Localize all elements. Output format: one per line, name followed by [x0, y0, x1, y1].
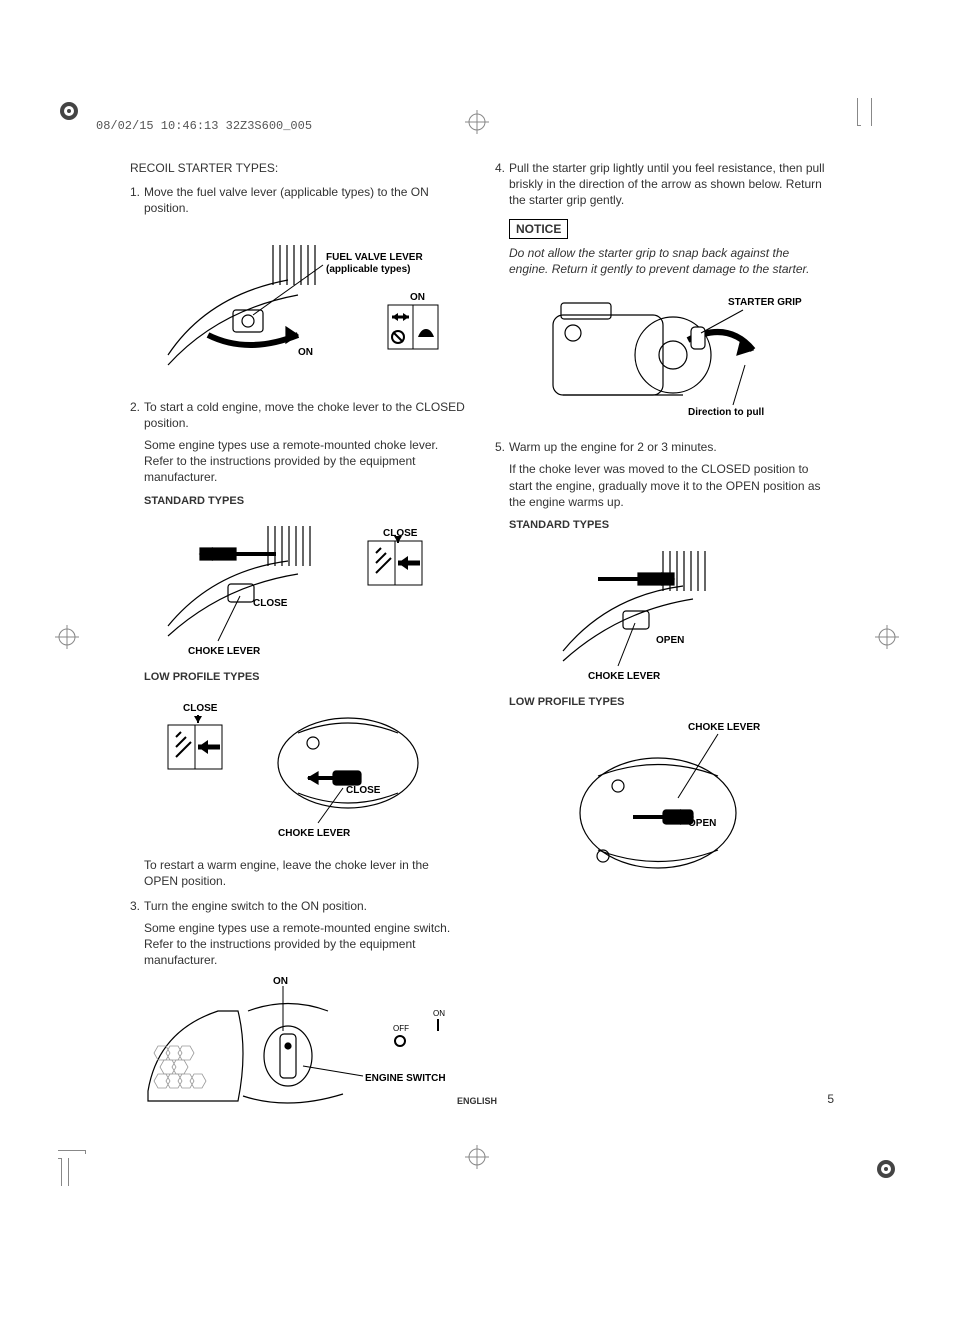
- low-profile-heading-left: LOW PROFILE TYPES: [144, 670, 465, 685]
- step-2-text: To start a cold engine, move the choke l…: [144, 399, 465, 431]
- label-close-inline-3: CLOSE: [346, 785, 381, 796]
- label-choke-lever-6: CHOKE LEVER: [588, 671, 661, 681]
- figure-lowprofile-close: CLOSE: [130, 693, 465, 843]
- label-close-top-3: CLOSE: [183, 703, 218, 714]
- step-1: 1. Move the fuel valve lever (applicable…: [130, 184, 465, 216]
- standard-types-heading-left: STANDARD TYPES: [144, 494, 465, 509]
- right-column: 4. Pull the starter grip lightly until y…: [495, 160, 830, 1130]
- label-fuel-valve: FUEL VALVE LEVER: [326, 252, 423, 263]
- step-3-note: Some engine types use a remote-mounted e…: [144, 920, 465, 969]
- label-open-6: OPEN: [656, 635, 684, 646]
- step-4-text: Pull the starter grip lightly until you …: [509, 160, 830, 209]
- label-engine-switch: ENGINE SWITCH: [365, 1073, 446, 1084]
- regmark-top-center: [465, 110, 489, 134]
- label-choke-lever-7: CHOKE LEVER: [688, 722, 761, 733]
- step-2: 2. To start a cold engine, move the chok…: [130, 399, 465, 431]
- step-2-note: Some engine types use a remote-mounted c…: [144, 437, 465, 486]
- notice-text: Do not allow the starter grip to snap ba…: [509, 245, 830, 277]
- footer-page-number: 5: [827, 1092, 834, 1106]
- step-3-num: 3.: [130, 898, 144, 914]
- step-3: 3. Turn the engine switch to the ON posi…: [130, 898, 465, 914]
- section-title-recoil: RECOIL STARTER TYPES:: [130, 160, 465, 176]
- low-profile-heading-right: LOW PROFILE TYPES: [509, 695, 830, 710]
- step-1-num: 1.: [130, 184, 144, 216]
- label-on-big: ON: [273, 976, 288, 987]
- figure-standard-open: OPEN CHOKE LEVER: [495, 541, 830, 681]
- regmark-left-mid: [55, 625, 79, 649]
- label-on-top: ON: [410, 292, 425, 303]
- label-on-small: ON: [433, 1009, 445, 1018]
- label-close-inline: CLOSE: [253, 598, 288, 609]
- figure-fuel-valve: FUEL VALVE LEVER (applicable types) ON O…: [130, 225, 465, 385]
- step-4: 4. Pull the starter grip lightly until y…: [495, 160, 830, 209]
- step-1-text: Move the fuel valve lever (applicable ty…: [144, 184, 465, 216]
- label-choke-lever-3: CHOKE LEVER: [278, 828, 351, 839]
- crop-top-right: [857, 98, 872, 131]
- regmark-right-mid: [875, 625, 899, 649]
- content-columns: RECOIL STARTER TYPES: 1. Move the fuel v…: [130, 160, 830, 1130]
- regmark-dot-br: [875, 1158, 897, 1180]
- restart-note: To restart a warm engine, leave the chok…: [144, 857, 465, 889]
- crop-bottom-left: [58, 1150, 86, 1186]
- left-column: RECOIL STARTER TYPES: 1. Move the fuel v…: [130, 160, 465, 1130]
- label-starter-grip: STARTER GRIP: [728, 297, 802, 308]
- notice-box: NOTICE: [509, 219, 568, 239]
- step-3-text: Turn the engine switch to the ON positio…: [144, 898, 465, 914]
- label-direction: Direction to pull: [688, 407, 764, 418]
- label-open-7: OPEN: [688, 818, 716, 829]
- footer-language: ENGLISH: [457, 1096, 497, 1106]
- label-off-small: OFF: [393, 1024, 409, 1033]
- step-4-num: 4.: [495, 160, 509, 209]
- page: 08/02/15 10:46:13 32Z3S600_005 RECOIL ST…: [0, 0, 954, 1336]
- figure-starter-grip: STARTER GRIP Direction to pull: [495, 285, 830, 425]
- figure-standard-close: CLOSE CHOKE LEVER CLOSE: [130, 516, 465, 656]
- label-choke-lever-2: CHOKE LEVER: [188, 646, 261, 656]
- label-applicable: (applicable types): [326, 264, 410, 275]
- step-5-text: Warm up the engine for 2 or 3 minutes.: [509, 439, 830, 455]
- standard-types-heading-right: STANDARD TYPES: [509, 518, 830, 533]
- step-2-num: 2.: [130, 399, 144, 431]
- step-5-note: If the choke lever was moved to the CLOS…: [509, 461, 830, 510]
- step-5: 5. Warm up the engine for 2 or 3 minutes…: [495, 439, 830, 455]
- label-on-bottom: ON: [298, 347, 313, 358]
- regmark-bottom-center: [465, 1145, 489, 1169]
- figure-lowprofile-open: CHOKE LEVER OPEN: [495, 718, 830, 888]
- figure-engine-switch: ON ENGINE SWITCH ON OFF: [130, 976, 465, 1116]
- step-5-num: 5.: [495, 439, 509, 455]
- regmark-dot-tl: [58, 100, 80, 122]
- header-timestamp: 08/02/15 10:46:13 32Z3S600_005: [96, 119, 312, 133]
